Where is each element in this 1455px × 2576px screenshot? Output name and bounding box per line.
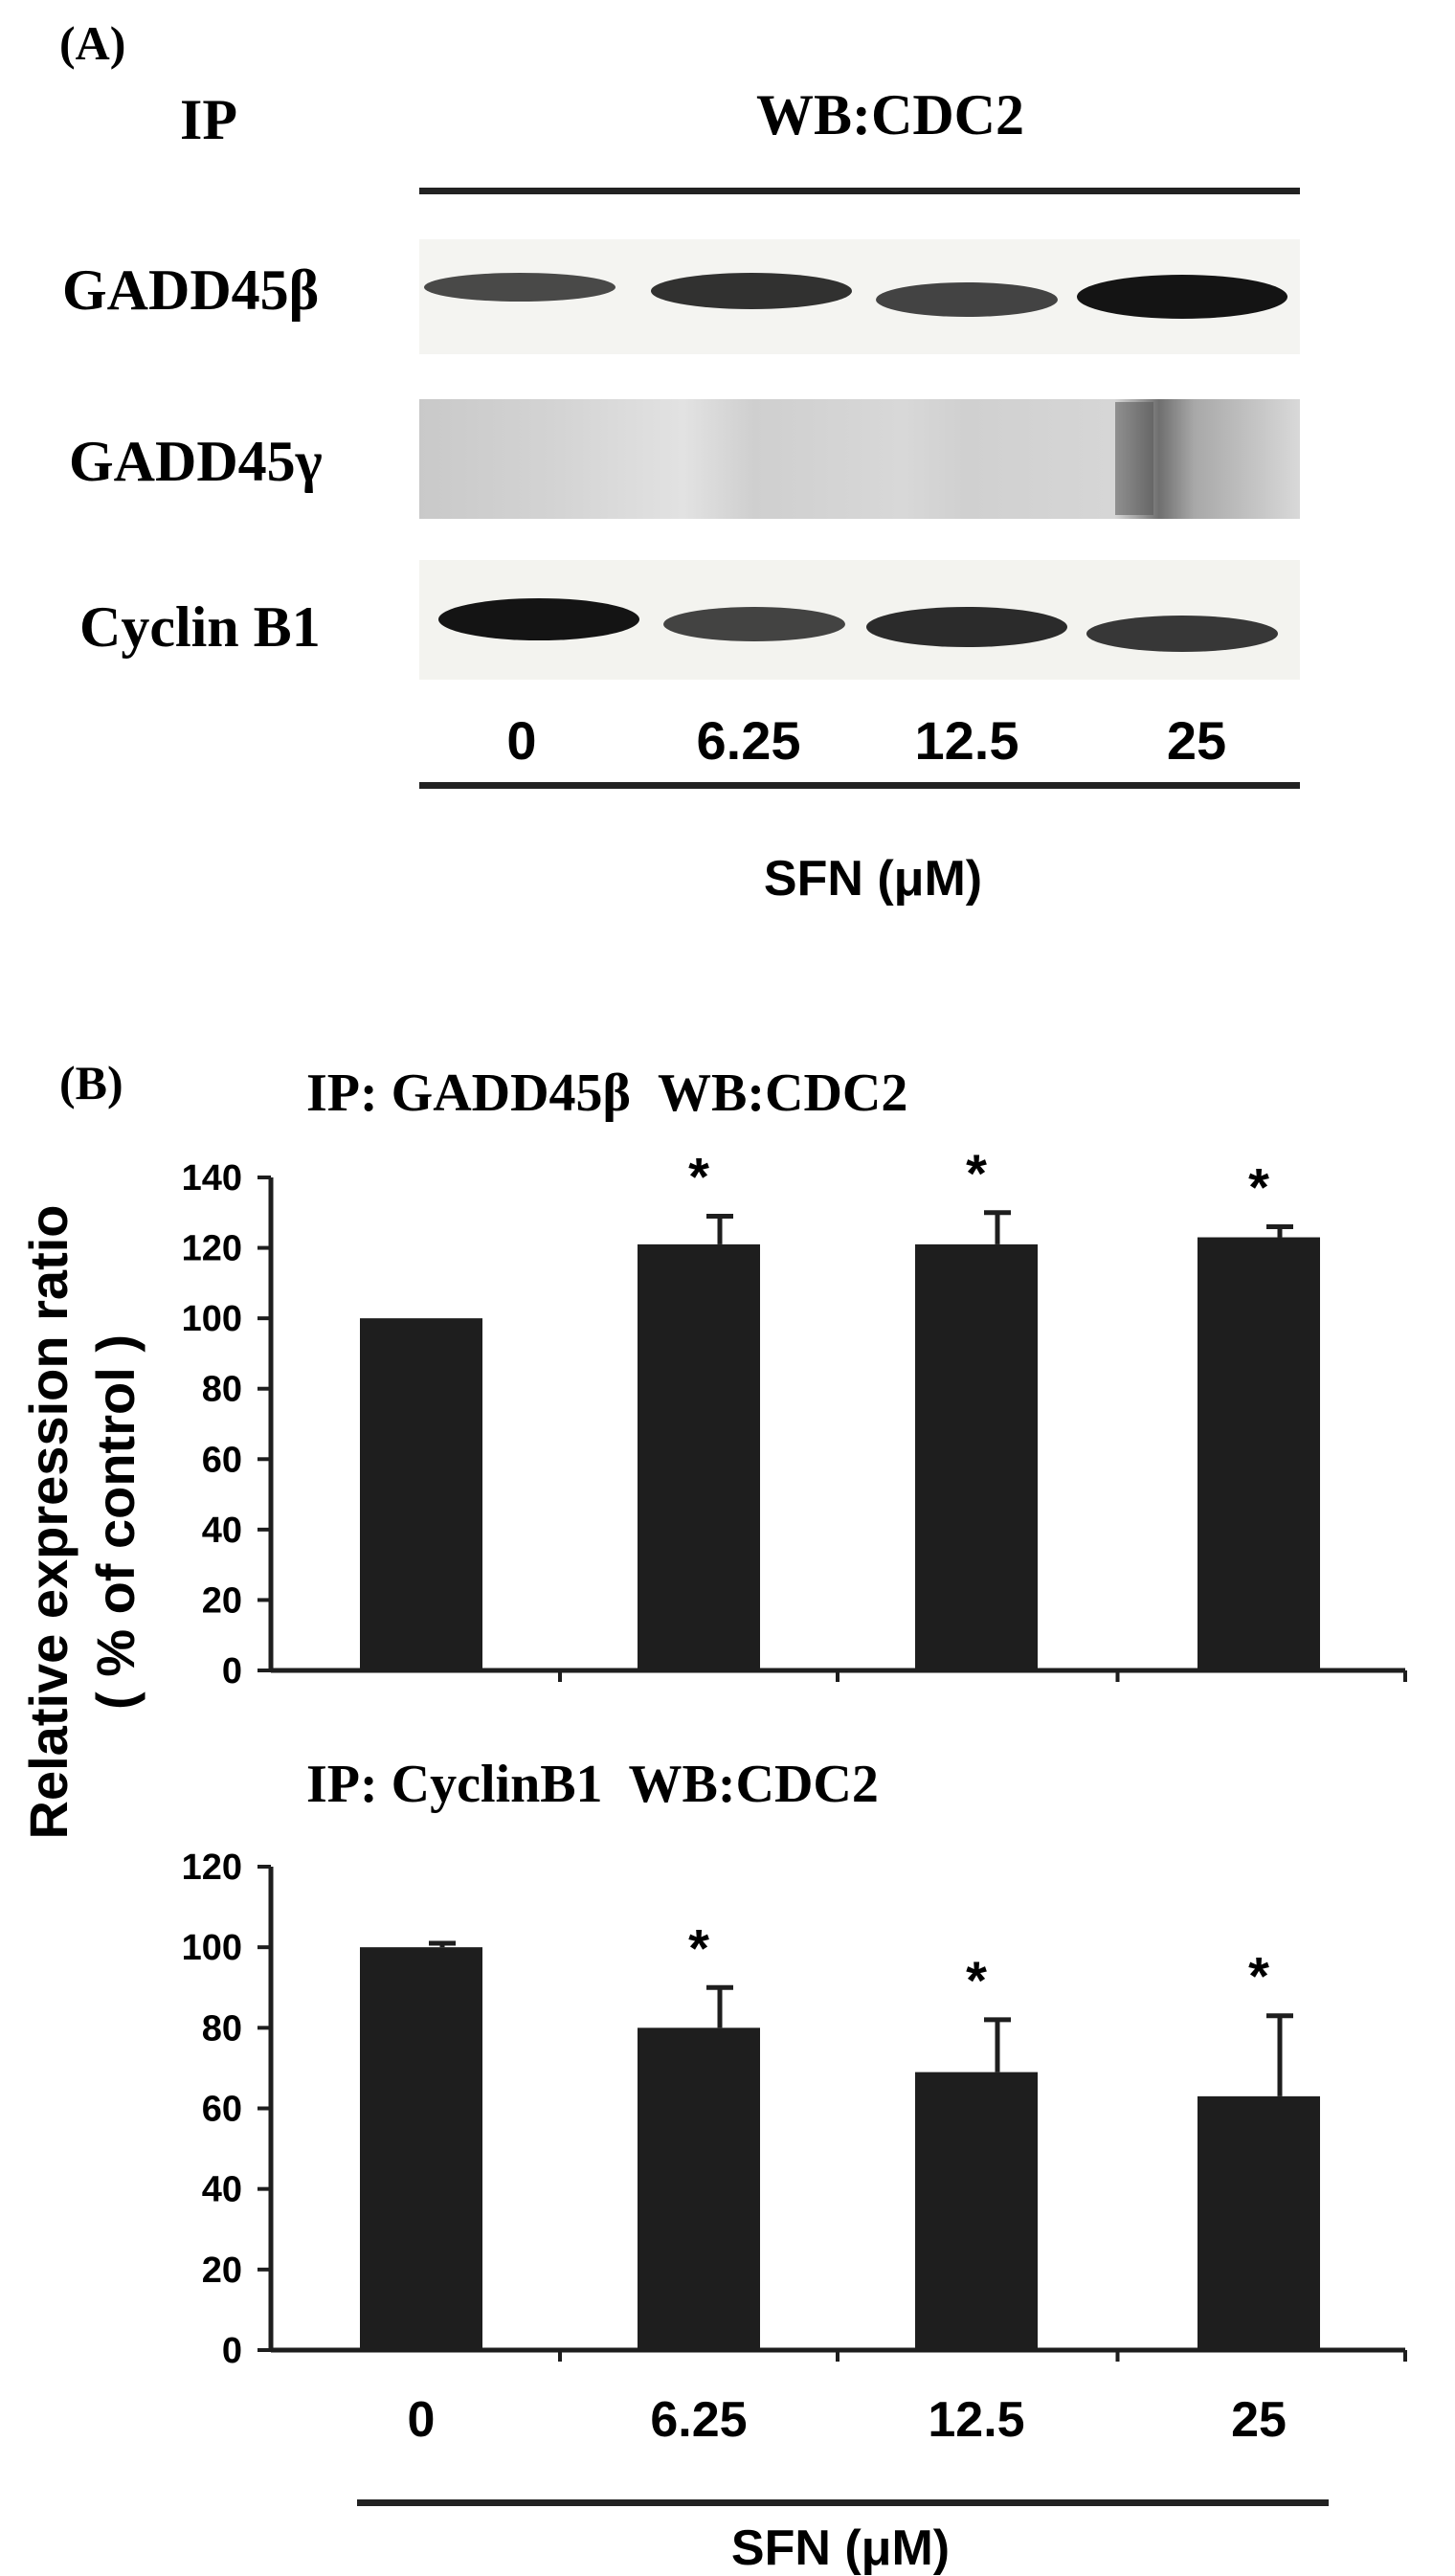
band-cyclinb1-0 — [438, 598, 639, 640]
blot-strip-cyclinb1 — [419, 560, 1300, 680]
panel-a-xlabel: SFN (μM) — [764, 851, 982, 907]
chart2-category-label: 12.5 — [928, 2392, 1024, 2448]
panel-b-ylabel-line1: Relative expression ratio — [18, 1205, 78, 1840]
dose-label-6.25: 6.25 — [697, 710, 801, 771]
chart2-significance-mark: * — [688, 1917, 709, 1978]
chart1-significance-mark: * — [966, 1143, 987, 1203]
chart1-significance-mark: * — [1248, 1157, 1269, 1218]
panel-b-ylabel-line2: ( % of control ) — [85, 1334, 146, 1710]
band-gadd45b-6.25 — [651, 273, 852, 309]
panel-b-xlabel-rule — [357, 2499, 1329, 2506]
chart-gadd45b-cdc2: IP: GADD45β WB:CDC2 0 20 40 60 80 100 120 140 * *… — [182, 1064, 1407, 1691]
dose-label-25: 25 — [1167, 710, 1226, 771]
chart1-ytick-label: 120 — [182, 1229, 242, 1269]
dose-label-0: 0 — [506, 710, 536, 771]
panel-b-label: (B) — [59, 1056, 123, 1109]
chart1-bar — [1198, 1237, 1320, 1670]
chart2-category-label: 25 — [1231, 2392, 1287, 2448]
chart2-ytick-label: 40 — [202, 2170, 242, 2210]
chart2-ytick-label: 0 — [222, 2331, 242, 2371]
row-label-gadd45g: GADD45γ — [69, 430, 323, 493]
chart2-ytick-label: 100 — [182, 1928, 242, 1968]
chart2-bar — [915, 2072, 1038, 2350]
band-gadd45b-25 — [1077, 275, 1287, 319]
dose-rule — [419, 782, 1300, 789]
chart2-ytick-label: 60 — [202, 2090, 242, 2130]
chart1-ytick-label: 100 — [182, 1299, 242, 1339]
chart1-bar — [360, 1318, 482, 1670]
blot-strip-gadd45b — [419, 239, 1300, 354]
row-label-gadd45b: GADD45β — [62, 258, 319, 322]
band-cyclinb1-6.25 — [663, 607, 845, 641]
chart2-category-label: 0 — [408, 2392, 436, 2448]
chart1-ytick-label: 60 — [202, 1440, 242, 1480]
panel-b-bar-charts: (B) Relative expression ratio ( % of con… — [18, 1056, 1407, 2576]
chart1-bar — [638, 1243, 760, 1670]
chart2-ytick-label: 20 — [202, 2251, 242, 2291]
dose-label-12.5: 12.5 — [915, 710, 1019, 771]
chart1-ytick-label: 20 — [202, 1580, 242, 1621]
chart1-ytick-label: 0 — [222, 1651, 242, 1691]
row-label-cyclinb1: Cyclin B1 — [79, 595, 321, 659]
band-cyclinb1-25 — [1086, 616, 1278, 652]
chart1-bar — [915, 1243, 1038, 1670]
chart1-ytick-label: 40 — [202, 1511, 242, 1551]
chart1-ytick-label: 80 — [202, 1370, 242, 1410]
chart1-title: IP: GADD45β WB:CDC2 — [306, 1064, 907, 1123]
chart2-bar — [638, 2027, 760, 2350]
panel-b-xlabel: SFN (μM) — [731, 2520, 950, 2576]
chart-cyclinb1-cdc2: IP: CyclinB1 WB:CDC2 0 20 40 60 80 100 120 0 * 6.… — [182, 1755, 1407, 2448]
chart2-ytick-label: 120 — [182, 1848, 242, 1888]
wb-header-rule — [419, 188, 1300, 194]
chart2-bar — [1198, 2095, 1320, 2350]
band-gadd45b-12.5 — [876, 282, 1058, 317]
chart1-significance-mark: * — [688, 1146, 709, 1206]
panel-a-western-blot: (A) IP WB:CDC2 GADD45β GADD45γ Cyclin B1 — [59, 16, 1300, 907]
chart2-category-label: 6.25 — [650, 2392, 747, 2448]
ip-header: IP — [180, 88, 237, 151]
chart1-ytick-label: 140 — [182, 1158, 242, 1198]
panel-a-label: (A) — [59, 16, 125, 70]
chart2-title: IP: CyclinB1 WB:CDC2 — [306, 1755, 879, 1814]
band-gadd45b-0 — [424, 273, 616, 302]
blot-strip-gadd45g — [419, 399, 1300, 519]
chart2-significance-mark: * — [966, 1950, 987, 2010]
chart2-ytick-label: 80 — [202, 2008, 242, 2049]
band-cyclinb1-12.5 — [866, 607, 1067, 647]
wb-header: WB:CDC2 — [756, 83, 1024, 146]
chart2-bar — [360, 1947, 482, 2350]
chart2-significance-mark: * — [1248, 1946, 1269, 2006]
